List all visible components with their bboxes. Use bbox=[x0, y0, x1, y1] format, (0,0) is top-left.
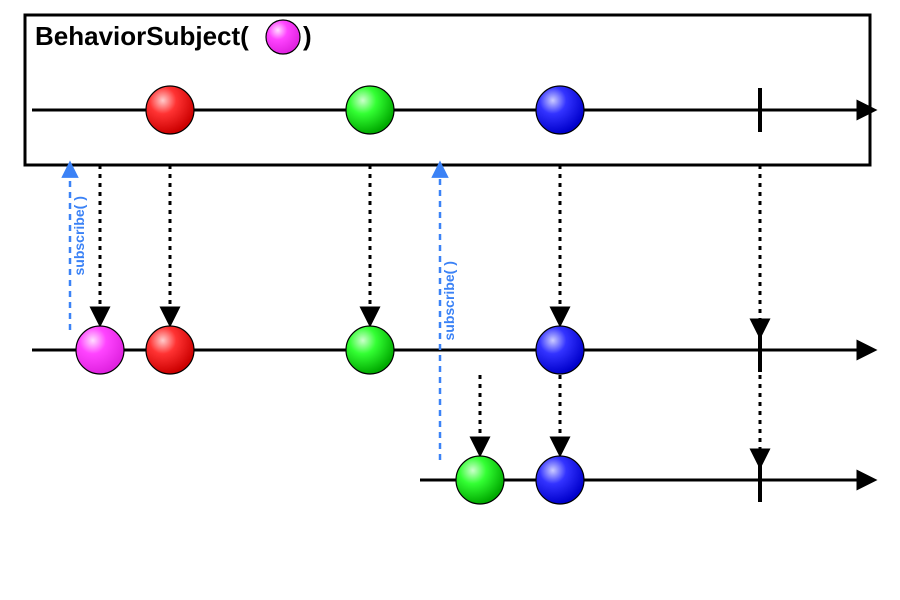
source-ball-0 bbox=[146, 86, 194, 134]
title-prefix: BehaviorSubject( bbox=[35, 21, 249, 51]
sub0-ball-2 bbox=[346, 326, 394, 374]
title-suffix: ) bbox=[303, 21, 312, 51]
sub0-ball-1 bbox=[146, 326, 194, 374]
sub0-ball-3 bbox=[536, 326, 584, 374]
source-ball-1 bbox=[346, 86, 394, 134]
sub0-ball-0 bbox=[76, 326, 124, 374]
subscribe-label-1: subscribe( ) bbox=[441, 261, 457, 340]
sub1-ball-0 bbox=[456, 456, 504, 504]
source-ball-2 bbox=[536, 86, 584, 134]
marble-diagram: BehaviorSubject() subscribe( ) subscribe( … bbox=[0, 0, 900, 600]
title-ball bbox=[266, 20, 300, 54]
sub1-ball-1 bbox=[536, 456, 584, 504]
subscribe-label-0: subscribe( ) bbox=[71, 196, 87, 275]
